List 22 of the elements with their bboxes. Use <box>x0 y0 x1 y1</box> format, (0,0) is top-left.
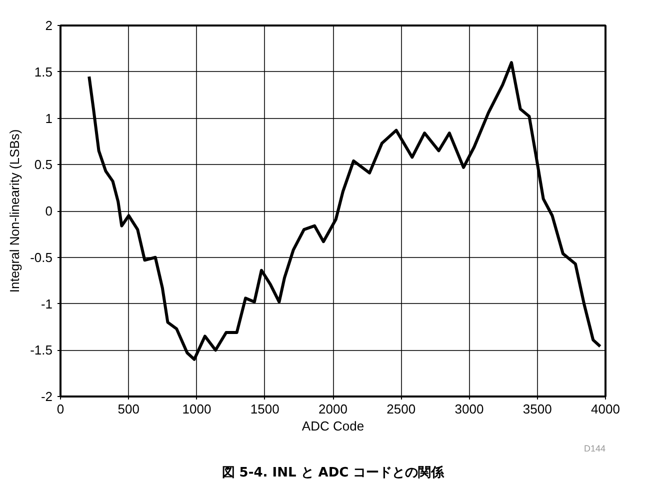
text: 図 5-4. INL と ADC コードとの関係 <box>222 466 446 480</box>
y-tick-label: 0.5 <box>34 157 53 172</box>
x-tick-label: 3000 <box>454 402 484 416</box>
x-tick-label: 4000 <box>591 402 620 416</box>
y-tick-label: 2 <box>45 18 53 33</box>
x-tick-label: 500 <box>118 402 140 416</box>
x-tick-label: 1000 <box>182 402 212 416</box>
x-tick-label: 1500 <box>250 402 280 416</box>
y-axis-title: Integral Non-linearity (LSBs) <box>7 129 22 293</box>
text: D144 <box>584 444 606 454</box>
y-tick-label: 1 <box>45 110 53 126</box>
y-tick-label: -0.5 <box>30 250 53 265</box>
x-tick-label: 0 <box>56 402 64 416</box>
x-tick-label: 2000 <box>318 402 348 416</box>
y-tick-label: -2 <box>40 389 53 404</box>
x-tick-label: 3500 <box>522 402 552 416</box>
y-tick-label: 1.5 <box>34 64 53 80</box>
y-tick-label: -1.5 <box>30 342 53 358</box>
x-axis-title: ADC Code <box>302 418 364 434</box>
y-tick-label: 0 <box>45 204 53 218</box>
x-tick-label: 2500 <box>386 402 416 416</box>
y-tick-label: -1 <box>40 296 53 312</box>
